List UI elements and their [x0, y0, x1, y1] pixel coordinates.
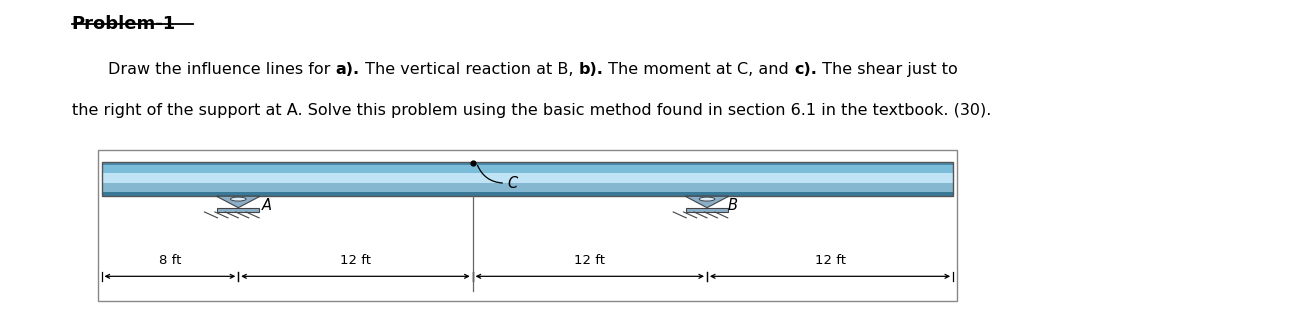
- Text: The moment at C, and: The moment at C, and: [603, 62, 794, 77]
- Text: 8 ft: 8 ft: [159, 254, 181, 267]
- Text: 12 ft: 12 ft: [574, 254, 605, 267]
- Bar: [102, 183, 953, 192]
- Text: 12 ft: 12 ft: [340, 254, 371, 267]
- Circle shape: [230, 197, 246, 201]
- Bar: [102, 164, 953, 173]
- Bar: [102, 192, 953, 196]
- Bar: [98, 150, 957, 301]
- Polygon shape: [216, 196, 260, 208]
- Text: the right of the support at A. Solve this problem using the basic method found i: the right of the support at A. Solve thi…: [72, 103, 991, 118]
- Bar: [686, 208, 728, 212]
- Text: B: B: [728, 198, 738, 213]
- Text: C: C: [508, 176, 518, 191]
- Text: b).: b).: [578, 62, 603, 77]
- Circle shape: [699, 197, 715, 201]
- Text: The vertical reaction at B,: The vertical reaction at B,: [359, 62, 578, 77]
- Text: c).: c).: [794, 62, 816, 77]
- Bar: [102, 162, 953, 164]
- Polygon shape: [685, 196, 729, 208]
- Text: 12 ft: 12 ft: [815, 254, 845, 267]
- Bar: [102, 162, 953, 196]
- Text: The shear just to: The shear just to: [816, 62, 958, 77]
- Text: Problem-1: Problem-1: [72, 15, 176, 33]
- Bar: [217, 208, 259, 212]
- Text: A: A: [262, 198, 272, 213]
- Text: Draw the influence lines for: Draw the influence lines for: [108, 62, 336, 77]
- Bar: [102, 173, 953, 183]
- Text: a).: a).: [336, 62, 359, 77]
